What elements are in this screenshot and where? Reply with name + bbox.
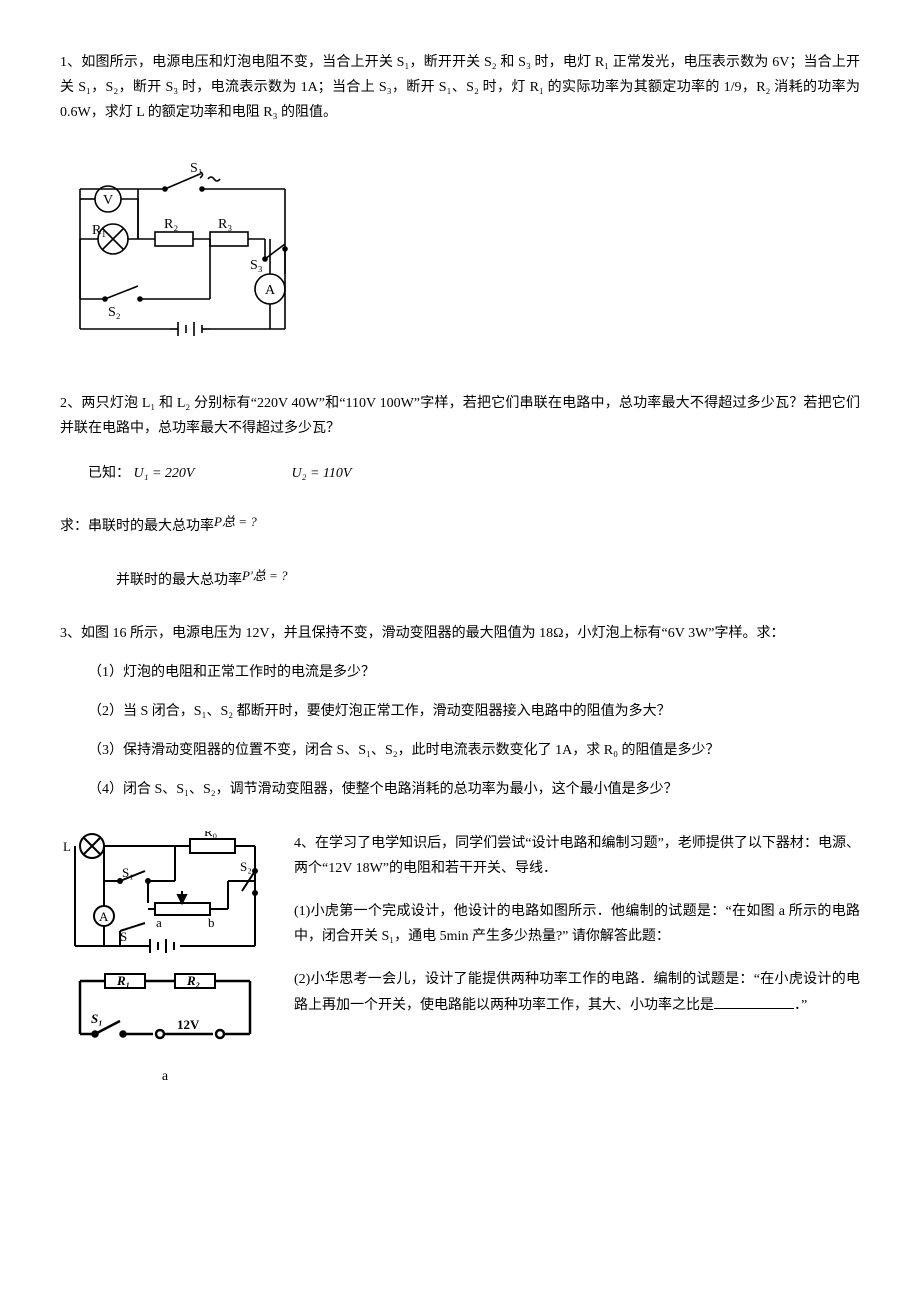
problem-3-text: 3、如图 16 所示，电源电压为 12V，并且保持不变，滑动变阻器的最大阻值为 …	[60, 621, 860, 646]
a-label-3: A	[99, 909, 109, 924]
r2-label-4: R₂	[186, 973, 200, 988]
problem-1: 1、如图所示，电源电压和灯泡电阻不变，当合上开关 S₁，断开开关 S₂ 和 S₃…	[60, 50, 860, 363]
circuit-diagram-3: L R₀ S₁ S₂ S A a b	[60, 831, 270, 961]
p4-q2: (2)小华思考一会儿，设计了能提供两种功率工作的电路．编制的试题是：“在小虎设计…	[294, 967, 860, 1017]
problem-1-text: 1、如图所示，电源电压和灯泡电阻不变，当合上开关 S₁，断开开关 S₂ 和 S₃…	[60, 50, 860, 126]
ask-label: 求：串联时的最大总功率	[60, 519, 214, 534]
s2-label-3: S₂	[240, 859, 252, 874]
s1-label-3: S₁	[122, 865, 134, 880]
p4-q2-post: ．”	[794, 998, 807, 1013]
s2-label: S₂	[108, 305, 121, 320]
r1-label: R₁	[92, 223, 106, 238]
problem-1-circuit: V S₁ R₁ R₂ R₃ S₃ S₂ A	[60, 144, 860, 363]
s3-label: S₃	[250, 258, 263, 273]
problem-3: 3、如图 16 所示，电源电压为 12V，并且保持不变，滑动变阻器的最大阻值为 …	[60, 621, 860, 803]
bottom-row: L R₀ S₁ S₂ S A a b	[60, 831, 860, 1089]
known-label: 已知：	[88, 466, 130, 481]
ammeter-label: A	[265, 283, 276, 298]
voltmeter-label: V	[103, 193, 113, 208]
b-node: b	[208, 915, 215, 930]
l-label: L	[63, 839, 71, 854]
v-label-4: 12V	[177, 1017, 200, 1032]
p-parallel: P'总 = ?	[242, 568, 288, 583]
circuit-diagram-4: R₁ R₂ S₁ 12V	[65, 969, 265, 1054]
s1-label-4: S₁	[91, 1011, 103, 1026]
r1-label-4: R₁	[116, 973, 130, 988]
s-label-3: S	[120, 929, 127, 944]
p4-intro: 4、在学习了电学知识后，同学们尝试“设计电路和编制习题”，老师提供了以下器材：电…	[294, 831, 860, 881]
r2-label: R₂	[164, 217, 178, 232]
p-series: P总 = ?	[214, 514, 257, 529]
fig-a-label: a	[162, 1064, 168, 1089]
ask-series: 求：串联时的最大总功率P总 = ?	[60, 510, 860, 539]
blank-input[interactable]	[714, 994, 794, 1009]
u1-value: U₁ = 220V	[134, 466, 195, 481]
ask-parallel-label: 并联时的最大总功率	[116, 573, 242, 588]
p3-q2: （2）当 S 闭合，S₁、S₂ 都断开时，要使灯泡正常工作，滑动变阻器接入电路中…	[88, 699, 860, 724]
problem-4: 4、在学习了电学知识后，同学们尝试“设计电路和编制习题”，老师提供了以下器材：电…	[294, 831, 860, 1036]
known-line: 已知： U₁ = 220V U₂ = 110V	[88, 461, 860, 486]
u2-value: U₂ = 110V	[291, 466, 351, 481]
problem-2-text: 2、两只灯泡 L₁ 和 L₂ 分别标有“220V 40W”和“110V 100W…	[60, 391, 860, 441]
s1-label: S₁	[190, 161, 203, 176]
p3-q1: （1）灯泡的电阻和正常工作时的电流是多少？	[88, 660, 860, 685]
problem-2: 2、两只灯泡 L₁ 和 L₂ 分别标有“220V 40W”和“110V 100W…	[60, 391, 860, 593]
r3-label: R₃	[218, 217, 232, 232]
circuit-diagram-1: V S₁ R₁ R₂ R₃ S₃ S₂ A	[60, 144, 310, 354]
ask-parallel: 并联时的最大总功率P'总 = ?	[116, 564, 860, 593]
r0-label: R₀	[204, 831, 217, 839]
a-node: a	[156, 915, 162, 930]
p3-q3: （3）保持滑动变阻器的位置不变，闭合 S、S₁、S₂，此时电流表示数变化了 1A…	[88, 738, 860, 763]
p4-q1: (1)小虎第一个完成设计，他设计的电路如图所示．他编制的试题是：“在如图 a 所…	[294, 899, 860, 949]
p3-q4: （4）闭合 S、S₁、S₂，调节滑动变阻器，使整个电路消耗的总功率为最小，这个最…	[88, 777, 860, 802]
left-circuits: L R₀ S₁ S₂ S A a b	[60, 831, 270, 1089]
